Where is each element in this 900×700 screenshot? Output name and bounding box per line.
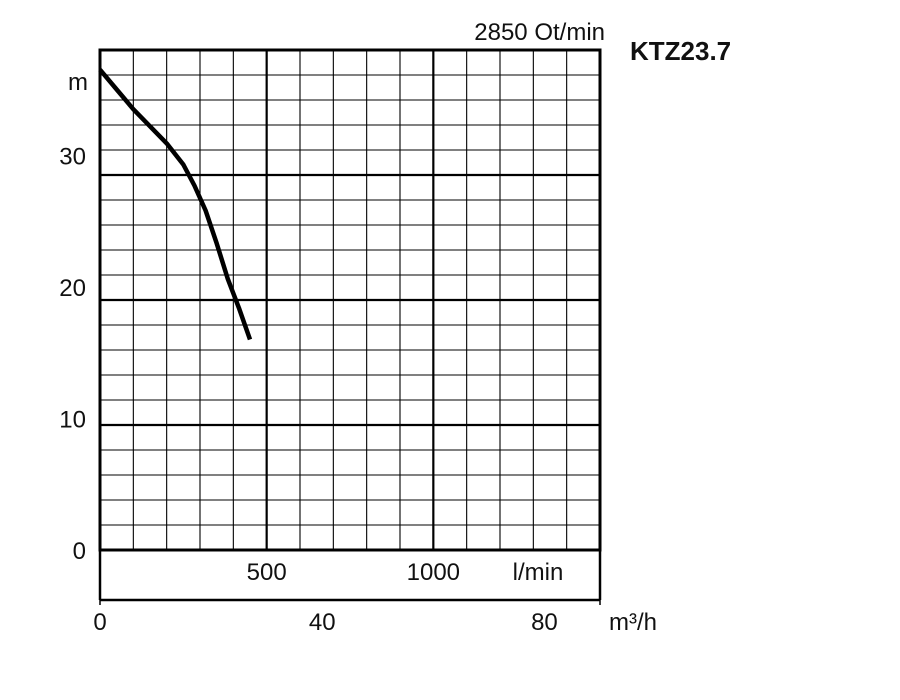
major-grid — [100, 50, 600, 550]
x-axis-unit-m3h: m³/h — [609, 609, 657, 636]
plot-frame — [98, 48, 602, 605]
y-tick-labels: 0 10 20 30 — [59, 143, 86, 565]
x-tick-label-m3h: 0 — [93, 609, 106, 636]
x-tick-label-lmin: 500 — [247, 559, 287, 586]
y-tick-label: 30 — [59, 143, 86, 170]
model-title: KTZ23.7 — [630, 36, 731, 66]
y-tick-label: 20 — [59, 275, 86, 302]
curve-layer — [98, 68, 253, 341]
x-tick-labels-m3h: 0 40 80 — [93, 609, 557, 636]
x-tick-label-m3h: 40 — [309, 609, 336, 636]
y-axis-unit: m — [68, 69, 88, 96]
plot-border — [98, 48, 602, 552]
minor-grid — [100, 50, 600, 550]
x-axis-unit-lmin: l/min — [513, 559, 564, 586]
speed-label: 2850 Ot/min — [474, 19, 605, 46]
pump-head-curve — [98, 68, 253, 341]
x-tick-label-m3h: 80 — [531, 609, 558, 636]
x-tick-label-lmin: 1000 — [407, 559, 460, 586]
y-tick-label: 0 — [73, 538, 86, 565]
x-tick-labels-lmin: 500 1000 — [247, 559, 460, 586]
y-tick-label: 10 — [59, 406, 86, 433]
